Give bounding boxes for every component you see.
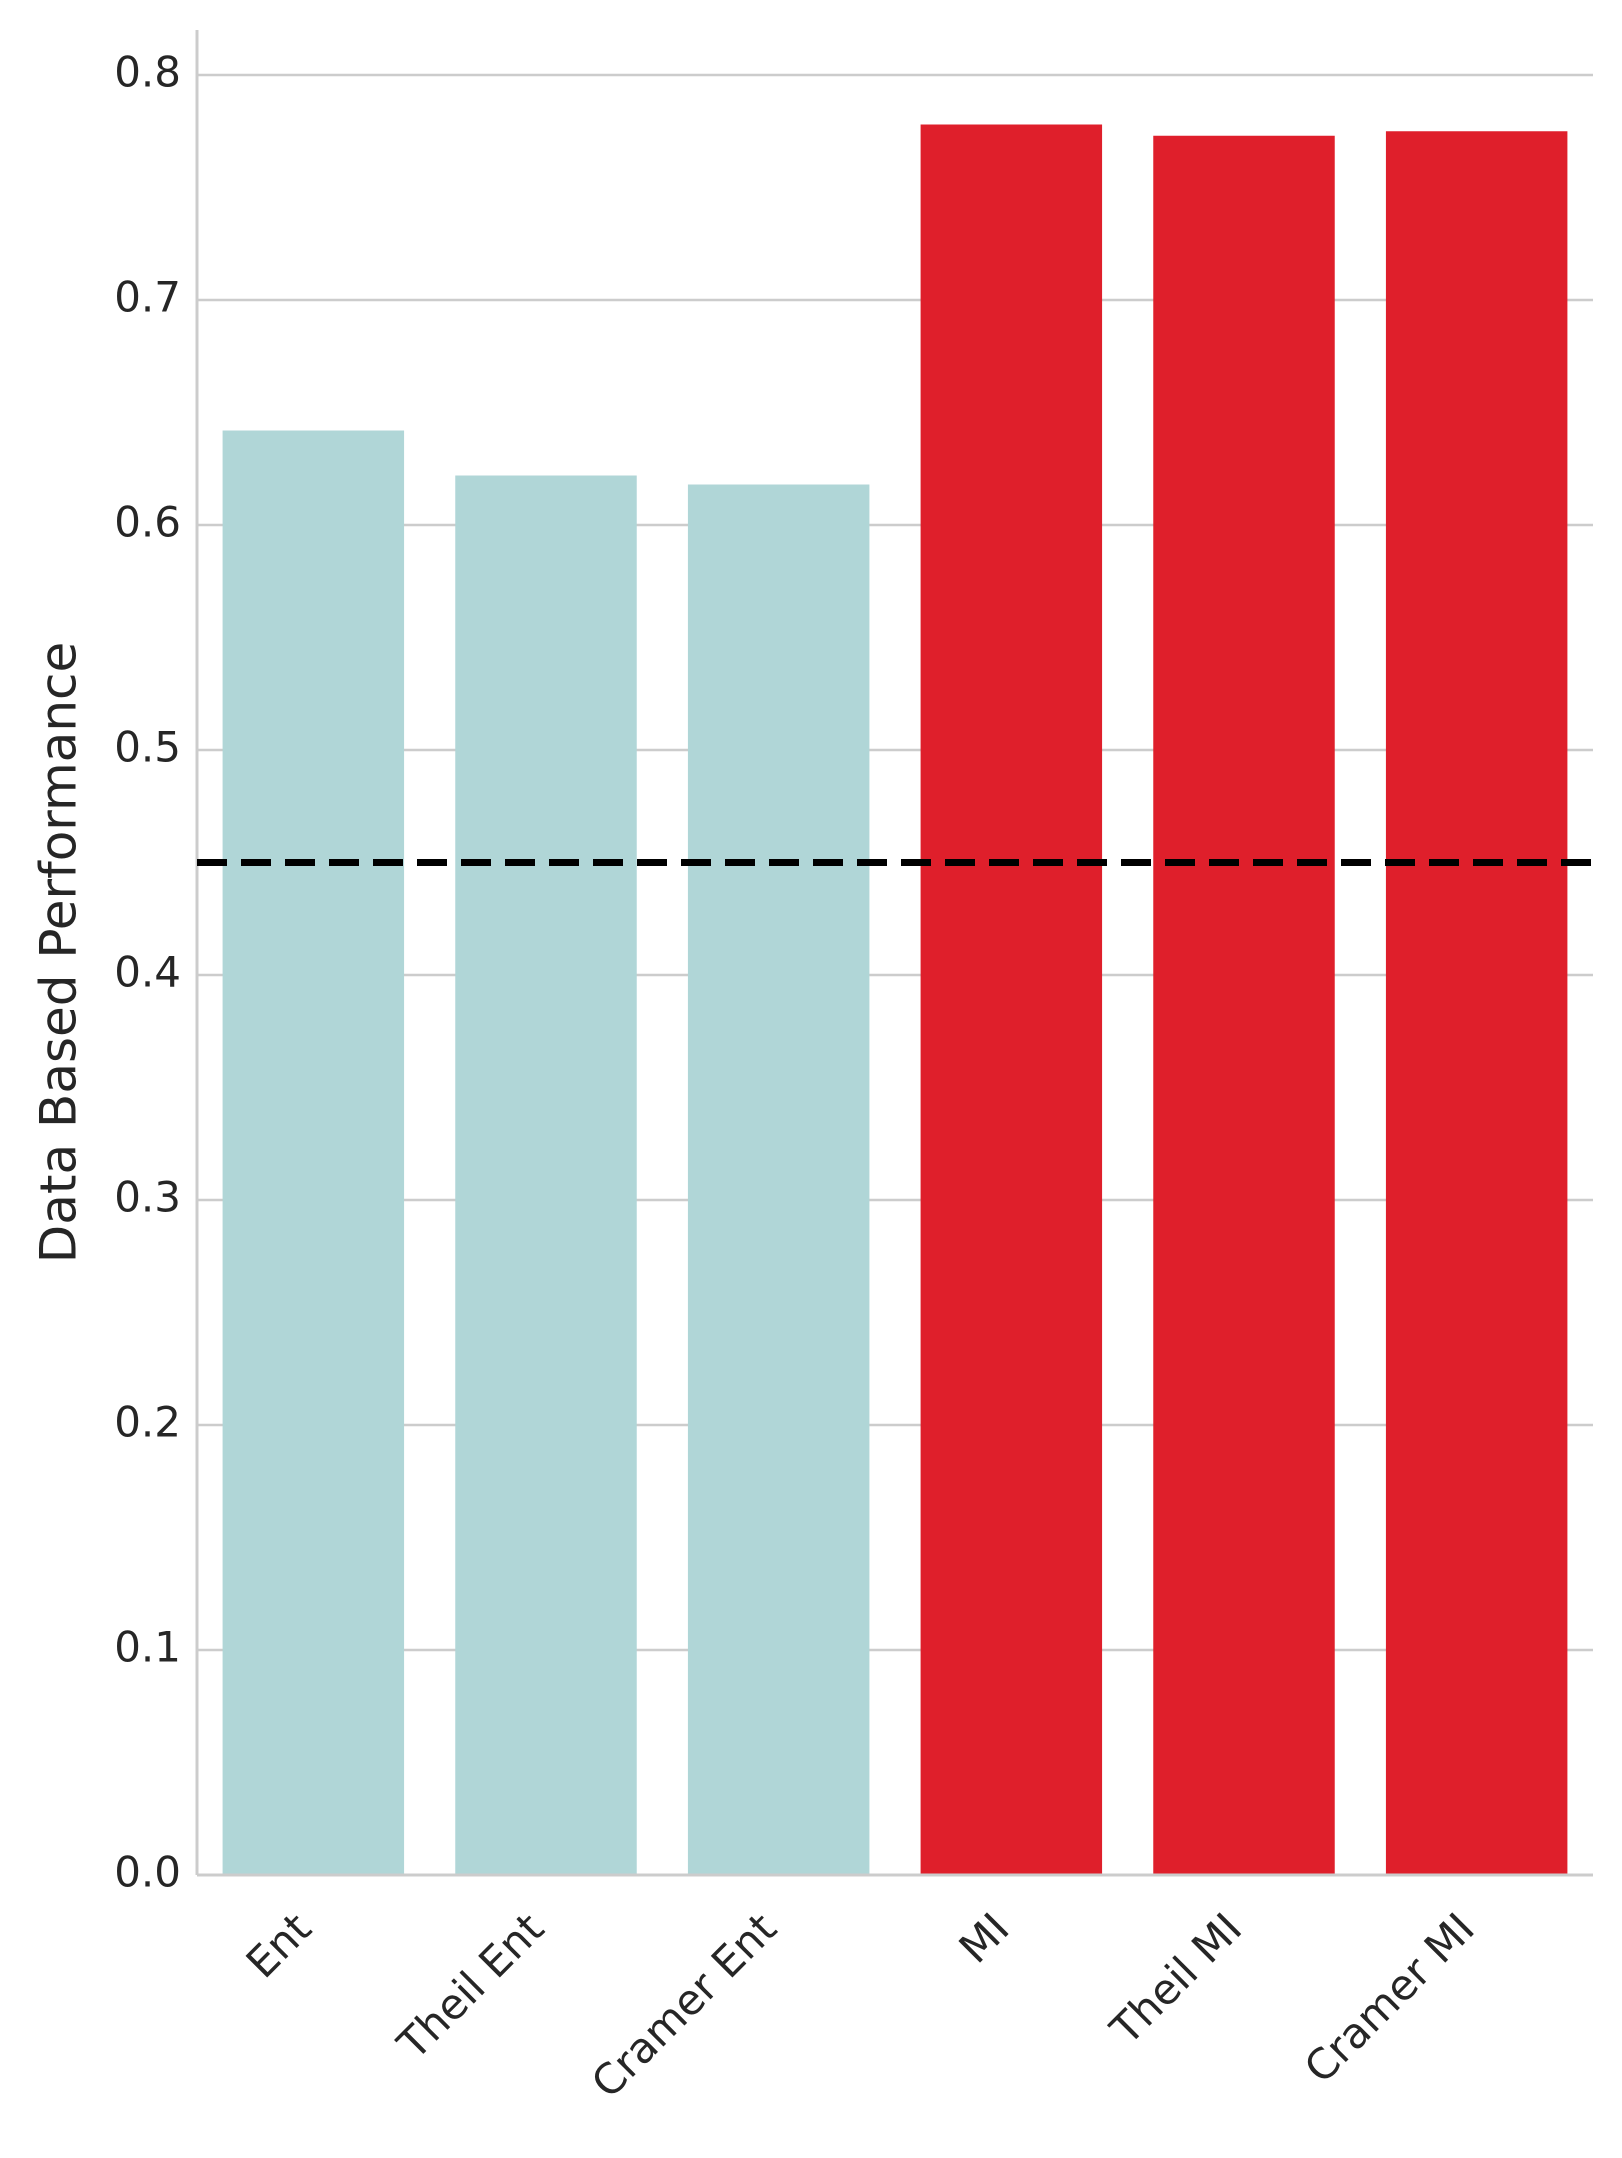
bar xyxy=(222,430,405,1875)
x-tick-label: Theil MI xyxy=(1100,1904,1251,2055)
y-tick-label: 0.1 xyxy=(114,1623,181,1672)
bar xyxy=(1153,135,1335,1875)
bar xyxy=(920,124,1103,1875)
bars xyxy=(222,124,1568,1875)
bar xyxy=(455,475,637,1875)
axes xyxy=(195,30,1593,1877)
y-tick-label: 0.3 xyxy=(114,1173,181,1222)
x-tick-label: Ent xyxy=(237,1904,321,1988)
grid-lines xyxy=(197,73,1593,1652)
y-tick-label: 0.5 xyxy=(114,723,181,772)
y-tick-label: 0.0 xyxy=(114,1848,181,1897)
y-tick-label: 0.8 xyxy=(114,48,181,97)
x-tick-labels: Ent Theil Ent Cramer Ent MI Theil MI Cramer M… xyxy=(237,1904,1484,2108)
bar xyxy=(687,484,870,1875)
y-tick-label: 0.2 xyxy=(114,1398,181,1447)
x-tick-label: MI xyxy=(950,1904,1019,1973)
y-axis-label: Data Based Performance xyxy=(30,642,88,1264)
bar xyxy=(1385,131,1568,1875)
y-ticks: 0.0 0.1 0.2 0.3 0.4 0.5 0.6 0.7 0.8 xyxy=(114,48,181,1897)
y-tick-label: 0.6 xyxy=(114,498,181,547)
x-tick-label: Cramer Ent xyxy=(582,1904,786,2108)
y-tick-label: 0.4 xyxy=(114,948,181,997)
x-tick-label: Theil Ent xyxy=(387,1904,553,2070)
y-tick-label: 0.7 xyxy=(114,273,181,322)
x-tick-label: Cramer MI xyxy=(1295,1904,1484,2093)
